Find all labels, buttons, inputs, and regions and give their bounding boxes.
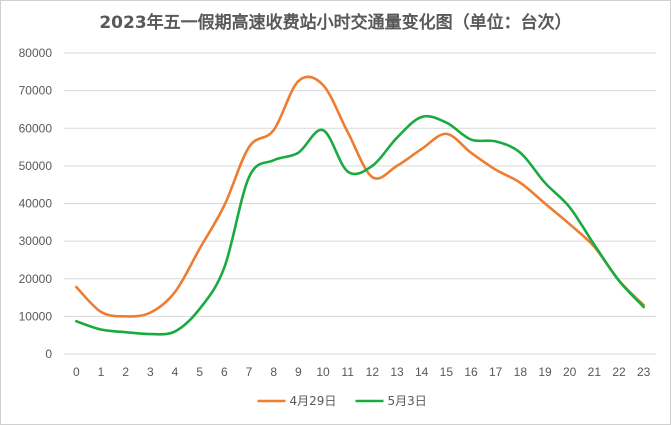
x-tick-label: 9 (295, 365, 302, 379)
x-tick-label: 21 (588, 365, 602, 379)
y-tick-label: 20000 (19, 272, 53, 286)
x-tick-label: 6 (221, 365, 228, 379)
x-tick-label: 15 (440, 365, 454, 379)
x-tick-label: 5 (196, 365, 203, 379)
x-tick-label: 14 (415, 365, 429, 379)
y-tick-label: 30000 (19, 234, 53, 248)
x-tick-label: 13 (390, 365, 404, 379)
y-tick-label: 50000 (19, 159, 53, 173)
x-tick-label: 20 (563, 365, 577, 379)
x-tick-label: 11 (341, 365, 354, 379)
x-tick-label: 8 (270, 365, 277, 379)
x-tick-label: 12 (366, 365, 380, 379)
x-tick-label: 10 (316, 365, 330, 379)
legend-label-1: 4月29日 (290, 394, 337, 408)
x-tick-label: 22 (612, 365, 626, 379)
x-tick-label: 18 (514, 365, 528, 379)
y-tick-label: 0 (45, 347, 52, 361)
x-tick-label: 4 (172, 365, 179, 379)
grid-lines (64, 52, 656, 355)
x-axis: 0 1 2 3 4 5 6 7 8 9 10 11 12 13 14 15 16 17 18 19 20 21 22 23 (73, 365, 651, 379)
x-tick-label: 16 (464, 365, 478, 379)
y-axis: 0 10000 20000 30000 40000 50000 60000 70000 8000… (19, 46, 53, 361)
y-tick-label: 40000 (19, 197, 53, 211)
x-tick-label: 0 (73, 365, 80, 379)
x-tick-label: 3 (147, 365, 154, 379)
x-tick-label: 1 (98, 365, 105, 379)
x-tick-label: 23 (637, 365, 651, 379)
x-tick-label: 2 (122, 365, 129, 379)
series-lines (75, 75, 645, 336)
legend: 4月29日 5月3日 (257, 394, 427, 408)
y-tick-label: 70000 (19, 84, 53, 98)
series-line-2 (75, 114, 645, 336)
series-line-1 (75, 75, 645, 318)
x-tick-label: 17 (489, 365, 503, 379)
y-tick-label: 60000 (19, 121, 53, 135)
y-tick-label: 80000 (19, 46, 53, 60)
legend-label-2: 5月3日 (388, 394, 427, 408)
chart-title: 2023年五一假期高速收费站小时交通量变化图（单位：台次） (99, 13, 572, 33)
x-tick-label: 7 (246, 365, 253, 379)
x-tick-label: 19 (538, 365, 552, 379)
y-tick-label: 10000 (19, 309, 53, 323)
